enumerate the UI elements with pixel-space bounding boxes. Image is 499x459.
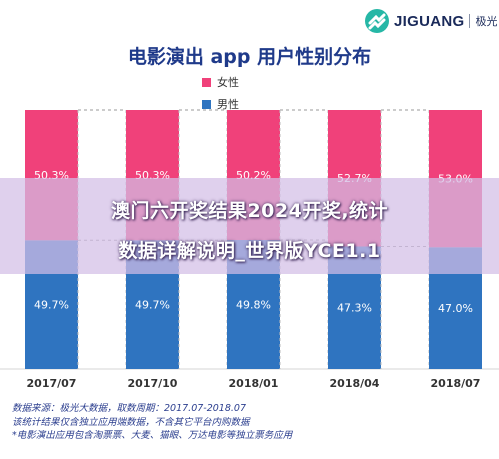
x-tick-2017-10: 2017/10 bbox=[128, 377, 178, 390]
x-tick-2018-07: 2018/07 bbox=[431, 377, 481, 390]
chart-title: 电影演出 app 用户性别分布 bbox=[127, 46, 372, 68]
jiguang-logo-icon bbox=[365, 9, 389, 33]
label-male-2018-01: 49.8% bbox=[236, 299, 271, 312]
x-tick-2018-01: 2018/01 bbox=[229, 377, 279, 390]
footnote-apps: *电影演出应用包含淘票票、大麦、猫眼、万达电影等独立票务应用 bbox=[12, 430, 293, 441]
footnotes: 数据来源：极光大数据，取数周期：2017.07-2018.07 该统计结果仅含独… bbox=[12, 402, 292, 443]
x-tick-2018-04: 2018/04 bbox=[330, 377, 380, 390]
legend-label-male: 男性 bbox=[217, 98, 239, 111]
watermark-banner bbox=[0, 178, 499, 274]
brand-name: JIGUANG bbox=[394, 12, 465, 30]
brand-name-cn: 极光 bbox=[475, 15, 498, 28]
banner-line-2: 数据详解说明_世界版YCE1.1 bbox=[118, 240, 381, 262]
brand-logo: JIGUANG 极光 bbox=[364, 8, 497, 34]
legend-item-female: 女性 bbox=[202, 74, 239, 90]
label-male-2017-07: 49.7% bbox=[34, 299, 69, 312]
label-male-2018-07: 47.0% bbox=[438, 302, 473, 315]
legend-swatch-female bbox=[202, 77, 211, 87]
chart-legend: 女性 男性 bbox=[202, 74, 239, 112]
legend-label-female: 女性 bbox=[217, 76, 239, 89]
footnote-source: 数据来源：极光大数据，取数周期：2017.07-2018.07 bbox=[12, 403, 246, 414]
banner-line-1: 澳门六开奖结果2024开奖,统计 bbox=[110, 200, 389, 222]
label-male-2017-10: 49.7% bbox=[135, 299, 170, 312]
x-tick-2017-07: 2017/07 bbox=[27, 377, 77, 390]
label-male-2018-04: 47.3% bbox=[337, 302, 372, 315]
legend-item-male: 男性 bbox=[202, 96, 239, 112]
footnote-scope: 该统计结果仅含独立应用端数据，不含其它平台内购数据 bbox=[12, 416, 250, 428]
legend-swatch-male bbox=[202, 99, 211, 109]
brand-divider bbox=[469, 14, 471, 28]
